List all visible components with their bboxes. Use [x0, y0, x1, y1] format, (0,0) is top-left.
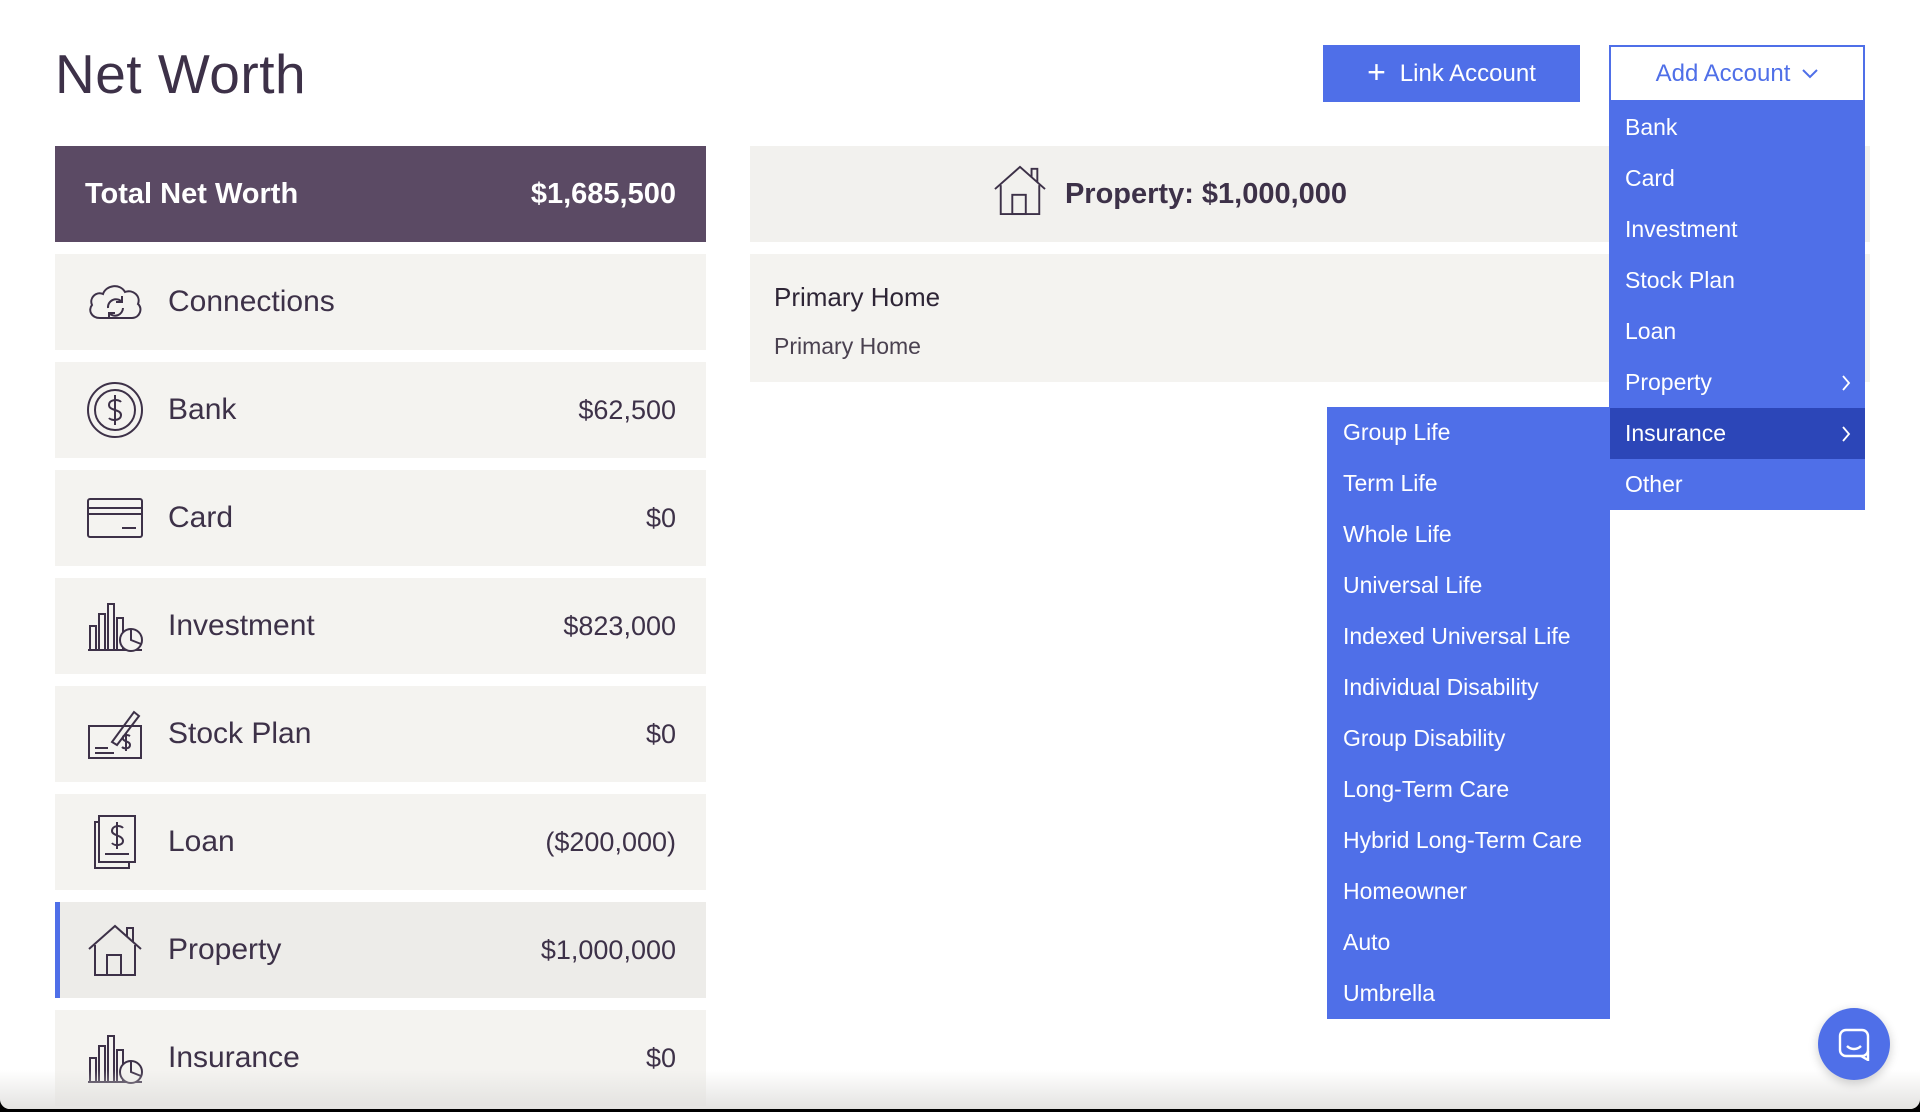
chart-pie-icon [85, 596, 145, 656]
category-label: Insurance [168, 1041, 300, 1074]
category-value: $62,500 [578, 394, 676, 425]
category-investment[interactable]: Investment $823,000 [55, 578, 706, 674]
property-item-name: Primary Home [774, 282, 941, 312]
submenu-item-group-life[interactable]: Group Life [1343, 419, 1451, 445]
submenu-item-long-term-care[interactable]: Long-Term Care [1343, 776, 1510, 802]
category-connections[interactable]: Connections [55, 254, 706, 350]
document-dollar-icon [85, 812, 145, 872]
category-label: Investment [168, 609, 315, 642]
property-item-subtitle: Primary Home [774, 333, 921, 359]
page-title: Net Worth [55, 43, 307, 105]
property-header-text: Property: $1,000,000 [1064, 177, 1348, 210]
category-label: Stock Plan [168, 717, 312, 750]
total-net-worth-card: Total Net Worth $1,685,500 [55, 146, 706, 242]
house-icon [993, 164, 1047, 224]
chat-icon [1838, 1028, 1870, 1061]
submenu-item-universal-life[interactable]: Universal Life [1343, 572, 1483, 598]
menu-item-card[interactable]: Card [1609, 153, 1865, 204]
menu-item-label: Bank [1625, 114, 1678, 140]
category-value: $0 [645, 718, 676, 749]
menu-item-label: Investment [1625, 216, 1738, 242]
link-account-label: Link Account [1399, 59, 1536, 87]
chart-pie-icon [85, 1028, 145, 1088]
menu-item-label: Insurance [1625, 420, 1727, 446]
category-value: $1,000,000 [540, 934, 676, 965]
submenu-item-whole-life[interactable]: Whole Life [1343, 521, 1452, 547]
menu-item-insurance[interactable]: Insurance [1609, 408, 1865, 459]
category-property[interactable]: Property $1,000,000 [55, 902, 706, 998]
credit-card-icon [85, 488, 145, 548]
category-label: Card [168, 501, 234, 534]
category-value: $0 [645, 502, 676, 533]
chevron-down-icon [1802, 68, 1819, 78]
menu-item-stock-plan[interactable]: Stock Plan [1609, 255, 1865, 306]
add-account-button[interactable]: Add Account [1609, 45, 1865, 102]
menu-item-label: Stock Plan [1625, 267, 1735, 293]
category-bank[interactable]: Bank $62,500 [55, 362, 706, 458]
menu-item-label: Other [1625, 471, 1683, 497]
menu-item-label: Loan [1625, 318, 1677, 344]
link-account-button[interactable]: + Link Account [1323, 45, 1580, 102]
add-account-label: Add Account [1655, 59, 1791, 87]
cloud-sync-icon [85, 272, 145, 332]
submenu-item-auto[interactable]: Auto [1343, 929, 1391, 955]
submenu-item-individual-disability[interactable]: Individual Disability [1343, 674, 1539, 700]
menu-item-loan[interactable]: Loan [1609, 306, 1865, 357]
chevron-right-icon [1842, 374, 1851, 391]
category-value: ($200,000) [545, 826, 676, 857]
category-value: $823,000 [563, 610, 676, 641]
menu-item-label: Card [1625, 165, 1675, 191]
chat-launcher-button[interactable] [1818, 1008, 1890, 1080]
house-icon [85, 920, 145, 980]
menu-item-label: Property [1625, 369, 1712, 395]
category-label: Bank [168, 393, 237, 426]
category-insurance[interactable]: Insurance $0 [55, 1010, 706, 1106]
menu-item-property[interactable]: Property [1609, 357, 1865, 408]
dollar-coin-icon [85, 380, 145, 440]
submenu-item-homeowner[interactable]: Homeowner [1343, 878, 1467, 904]
total-net-worth-value: $1,685,500 [530, 177, 676, 210]
menu-item-investment[interactable]: Investment [1609, 204, 1865, 255]
insurance-submenu: Group Life Term Life Whole Life Universa… [1327, 407, 1610, 1019]
menu-item-bank[interactable]: Bank [1609, 102, 1865, 153]
category-label: Property [168, 933, 282, 966]
plus-icon: + [1367, 54, 1386, 90]
category-value: $0 [645, 1042, 676, 1073]
category-label: Loan [168, 825, 235, 858]
menu-item-other[interactable]: Other [1609, 459, 1865, 510]
category-loan[interactable]: Loan ($200,000) [55, 794, 706, 890]
submenu-item-group-disability[interactable]: Group Disability [1343, 725, 1506, 751]
category-list: Total Net Worth $1,685,500 Connections [55, 146, 706, 1106]
total-net-worth-label: Total Net Worth [85, 177, 299, 210]
add-account-menu: Bank Card Investment Stock Plan Loan Pro… [1609, 102, 1865, 510]
category-card[interactable]: Card $0 [55, 470, 706, 566]
chevron-right-icon [1842, 425, 1851, 442]
category-stock-plan[interactable]: Stock Plan $0 [55, 686, 706, 782]
category-label: Connections [168, 285, 335, 318]
submenu-item-umbrella[interactable]: Umbrella [1343, 980, 1436, 1006]
submenu-item-hybrid-long-term-care[interactable]: Hybrid Long-Term Care [1343, 827, 1583, 853]
submenu-item-indexed-universal-life[interactable]: Indexed Universal Life [1343, 623, 1571, 649]
submenu-item-term-life[interactable]: Term Life [1343, 470, 1438, 496]
check-pen-icon [85, 704, 145, 764]
